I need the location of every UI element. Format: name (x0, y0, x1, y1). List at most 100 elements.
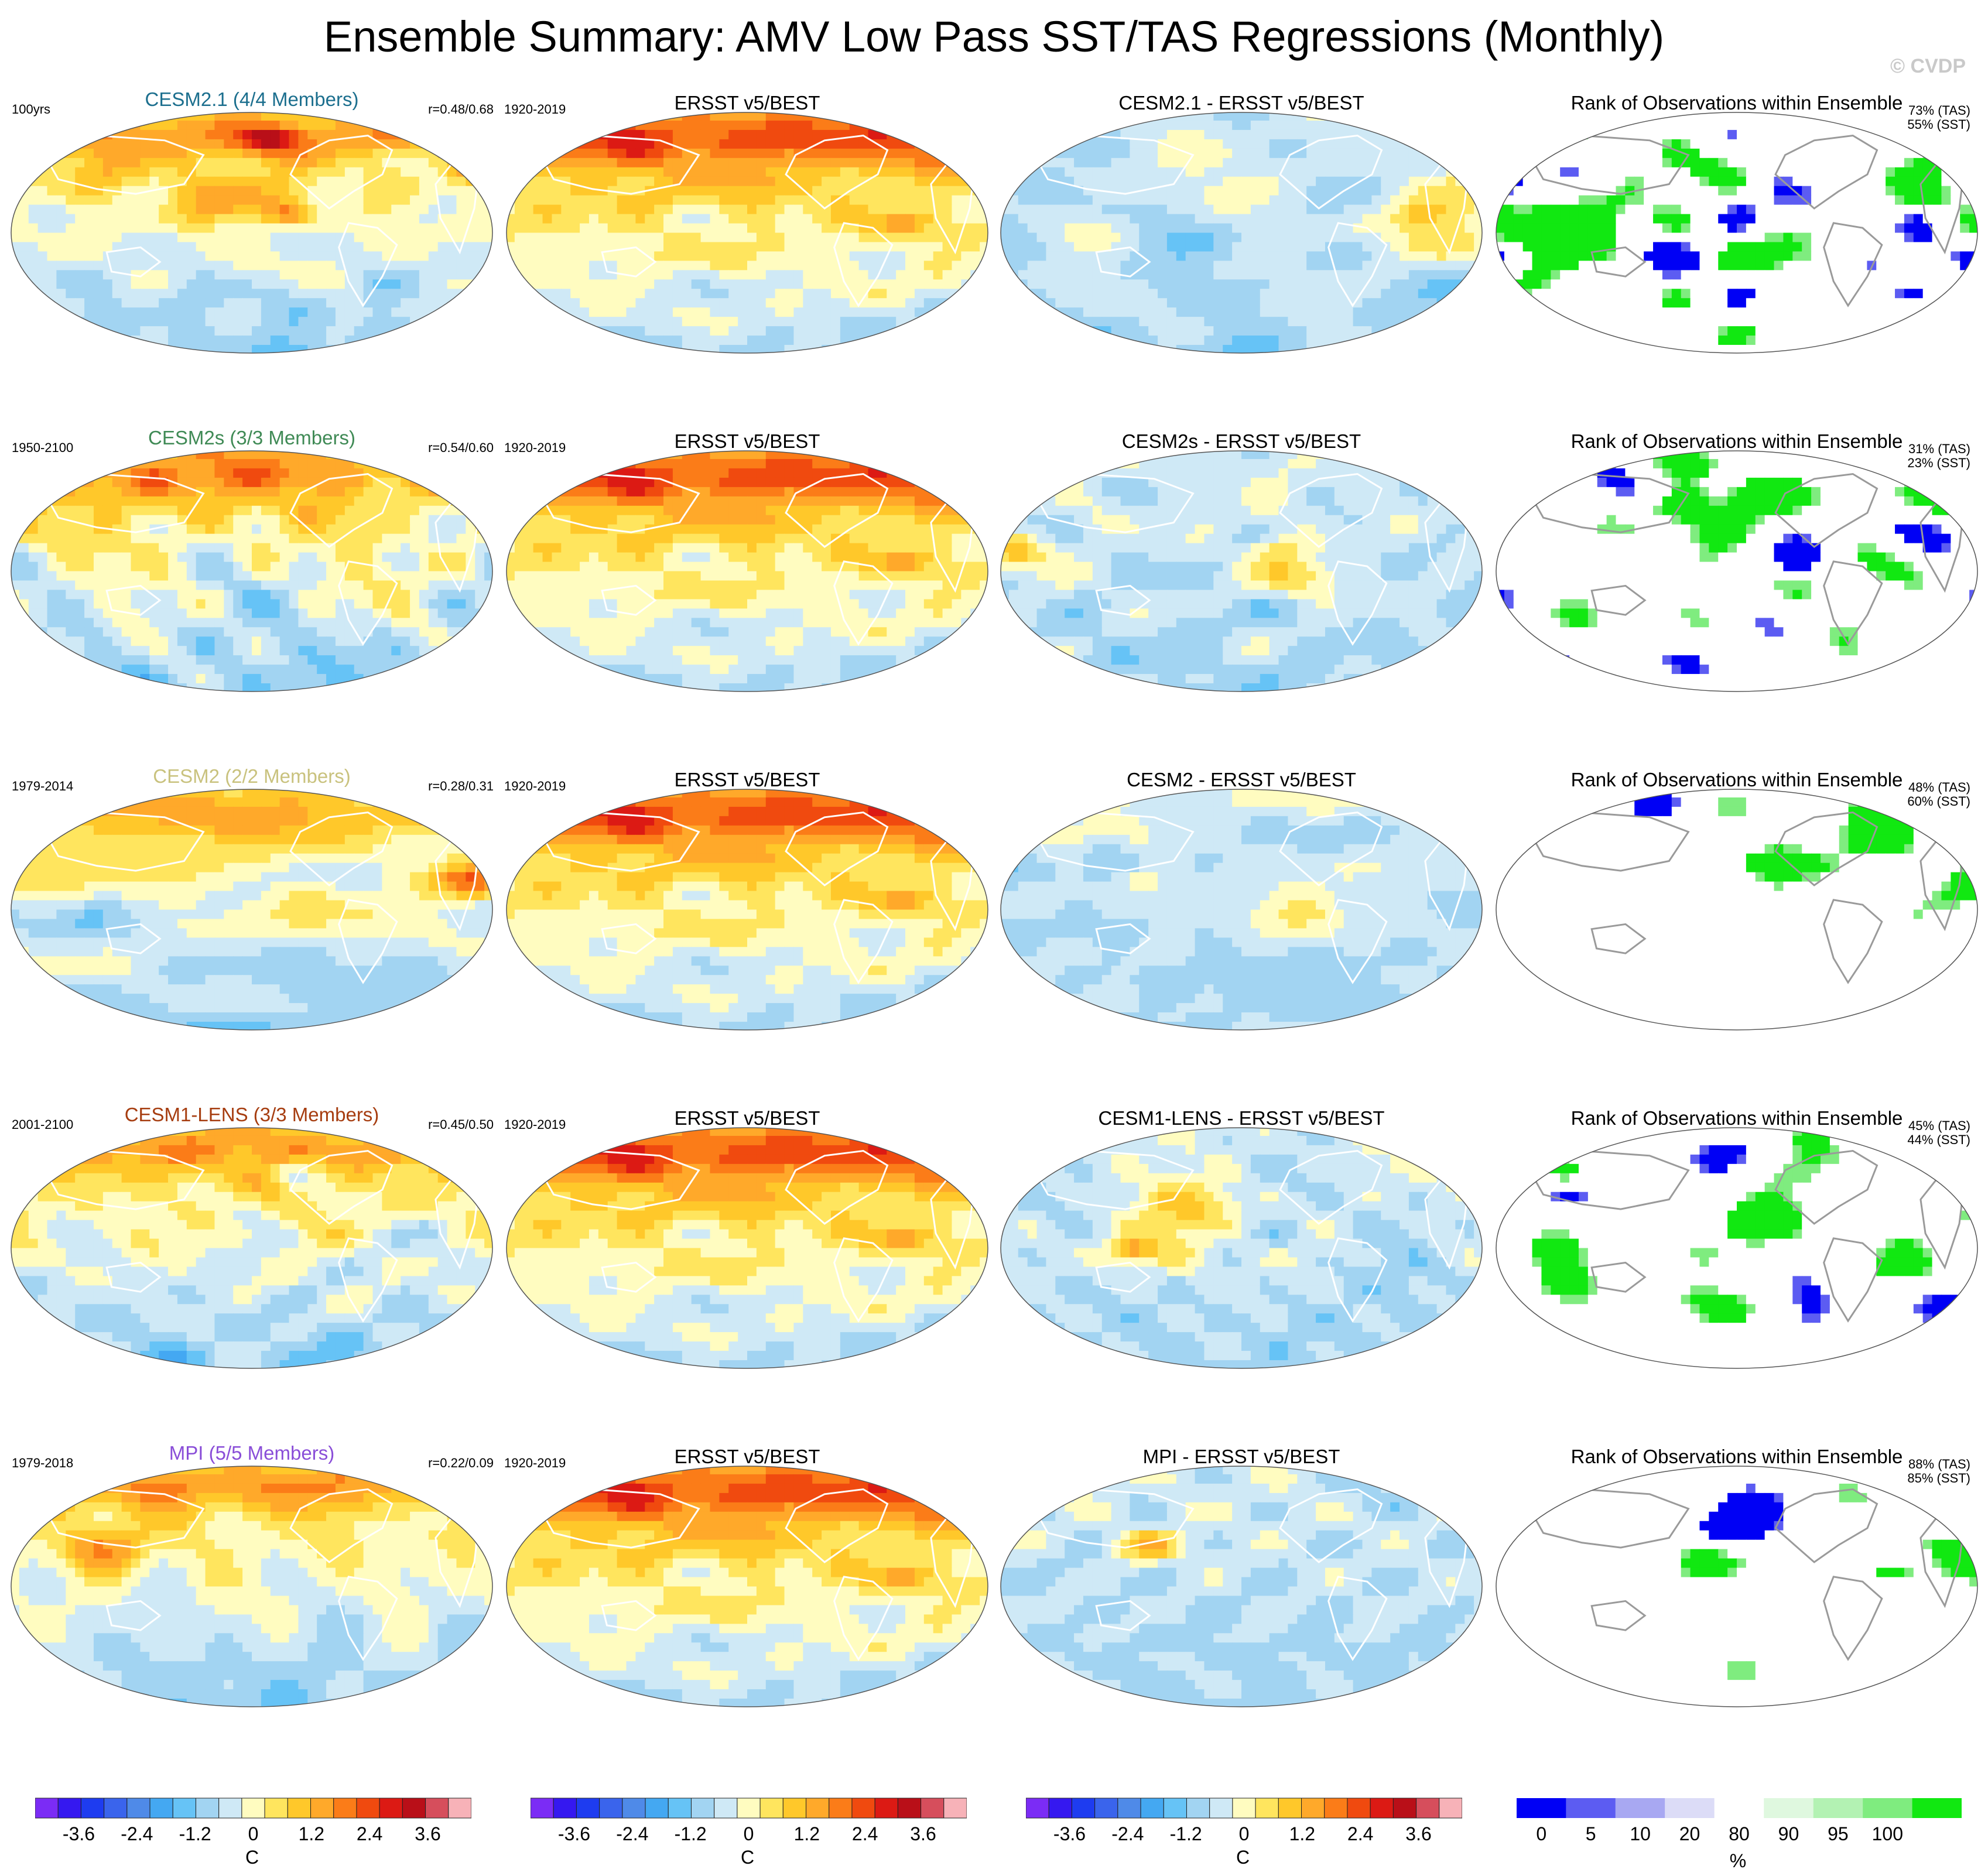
map-cell (1474, 176, 1482, 187)
map-cell (372, 186, 382, 196)
map-cell (252, 148, 262, 159)
map-cell (1120, 139, 1130, 149)
map-cell (1055, 129, 1065, 140)
map-cell (1036, 186, 1047, 196)
map-cell (682, 251, 692, 261)
map-cell (1455, 158, 1465, 168)
map-cell (196, 232, 206, 243)
map-cell (1297, 148, 1307, 159)
map-cell (37, 270, 48, 280)
map-cell (1269, 158, 1279, 168)
map-cell (1074, 195, 1084, 206)
map-cell (1400, 214, 1409, 224)
map-cell (896, 251, 906, 261)
map-cell (933, 326, 943, 336)
map-cell (1297, 317, 1307, 327)
map-cell (1232, 270, 1242, 280)
map-cell (961, 317, 971, 327)
map-cell (1597, 139, 1607, 149)
map-cell (1951, 186, 1960, 196)
map-cell (812, 270, 822, 280)
map-cell (887, 195, 897, 206)
map-cell (980, 307, 988, 317)
map-cell (1176, 214, 1186, 224)
map-cell (1474, 261, 1482, 271)
map-cell (542, 176, 553, 187)
map-cell (159, 232, 169, 243)
map-cell (382, 176, 392, 187)
map-cell (1250, 120, 1261, 131)
map-cell (1334, 289, 1344, 299)
map-cell (887, 139, 897, 149)
map-cell (159, 336, 169, 345)
map-cell (1001, 232, 1010, 243)
map-cell (307, 307, 317, 317)
map-cell (635, 232, 645, 243)
map-cell (1951, 242, 1960, 252)
map-cell (970, 148, 980, 159)
map-cell (1400, 223, 1409, 234)
map-cell (1465, 242, 1474, 252)
map-cell (1166, 148, 1177, 159)
map-cell (1644, 112, 1654, 121)
map-cell (588, 242, 599, 252)
map-cell (868, 214, 878, 224)
map-cell (654, 298, 664, 308)
map-cell (1802, 261, 1812, 271)
map-cell (140, 326, 150, 336)
map-cell (121, 298, 132, 308)
map-cell (1241, 345, 1251, 353)
map-cell (1297, 298, 1307, 308)
map-cell (1513, 242, 1524, 252)
map-cell (19, 326, 29, 336)
figure-title: Ensemble Summary: AMV Low Pass SST/TAS R… (0, 11, 1988, 63)
map-cell (428, 289, 439, 299)
map-cell (719, 326, 729, 336)
map-cell (756, 148, 767, 159)
map-cell (923, 326, 934, 336)
map-cell (1381, 345, 1391, 353)
map-cell (1306, 158, 1316, 168)
map-cell (131, 204, 141, 215)
map-cell (37, 289, 48, 299)
map-cell (1811, 176, 1821, 187)
map-cell (233, 307, 243, 317)
map-cell (1829, 204, 1840, 215)
map-cell (1195, 317, 1205, 327)
map-cell (102, 307, 113, 317)
map-cell (1316, 298, 1326, 308)
map-cell (1241, 307, 1251, 317)
map-cell (1560, 214, 1570, 224)
map-cell (1074, 242, 1084, 252)
map-cell (261, 223, 271, 234)
map-cell (102, 345, 113, 353)
map-cell (326, 251, 336, 261)
map-cell (1148, 261, 1158, 271)
map-cell (1690, 120, 1700, 131)
map-cell (607, 317, 618, 327)
map-cell (1065, 251, 1075, 261)
map-cell (121, 176, 132, 187)
map-cell (830, 289, 841, 299)
map-cell (484, 279, 492, 289)
map-cell (1223, 251, 1233, 261)
map-cell (682, 307, 692, 317)
map-cell (1522, 214, 1533, 224)
map-cell (1018, 326, 1028, 336)
map-cell (159, 242, 169, 252)
map-cell (1904, 223, 1914, 234)
map-cell (1644, 176, 1654, 187)
map-cell (756, 223, 767, 234)
map-cell (344, 139, 355, 149)
map-cell (317, 186, 327, 196)
map-cell (803, 307, 813, 317)
map-cell (710, 251, 720, 261)
map-cell (1886, 195, 1895, 206)
map-cell (1455, 139, 1465, 149)
map-cell (1408, 139, 1419, 149)
map-cell (391, 158, 401, 168)
map-cell (1867, 176, 1877, 187)
map-cell (691, 261, 702, 271)
map-cell (654, 176, 664, 187)
map-cell (196, 176, 206, 187)
